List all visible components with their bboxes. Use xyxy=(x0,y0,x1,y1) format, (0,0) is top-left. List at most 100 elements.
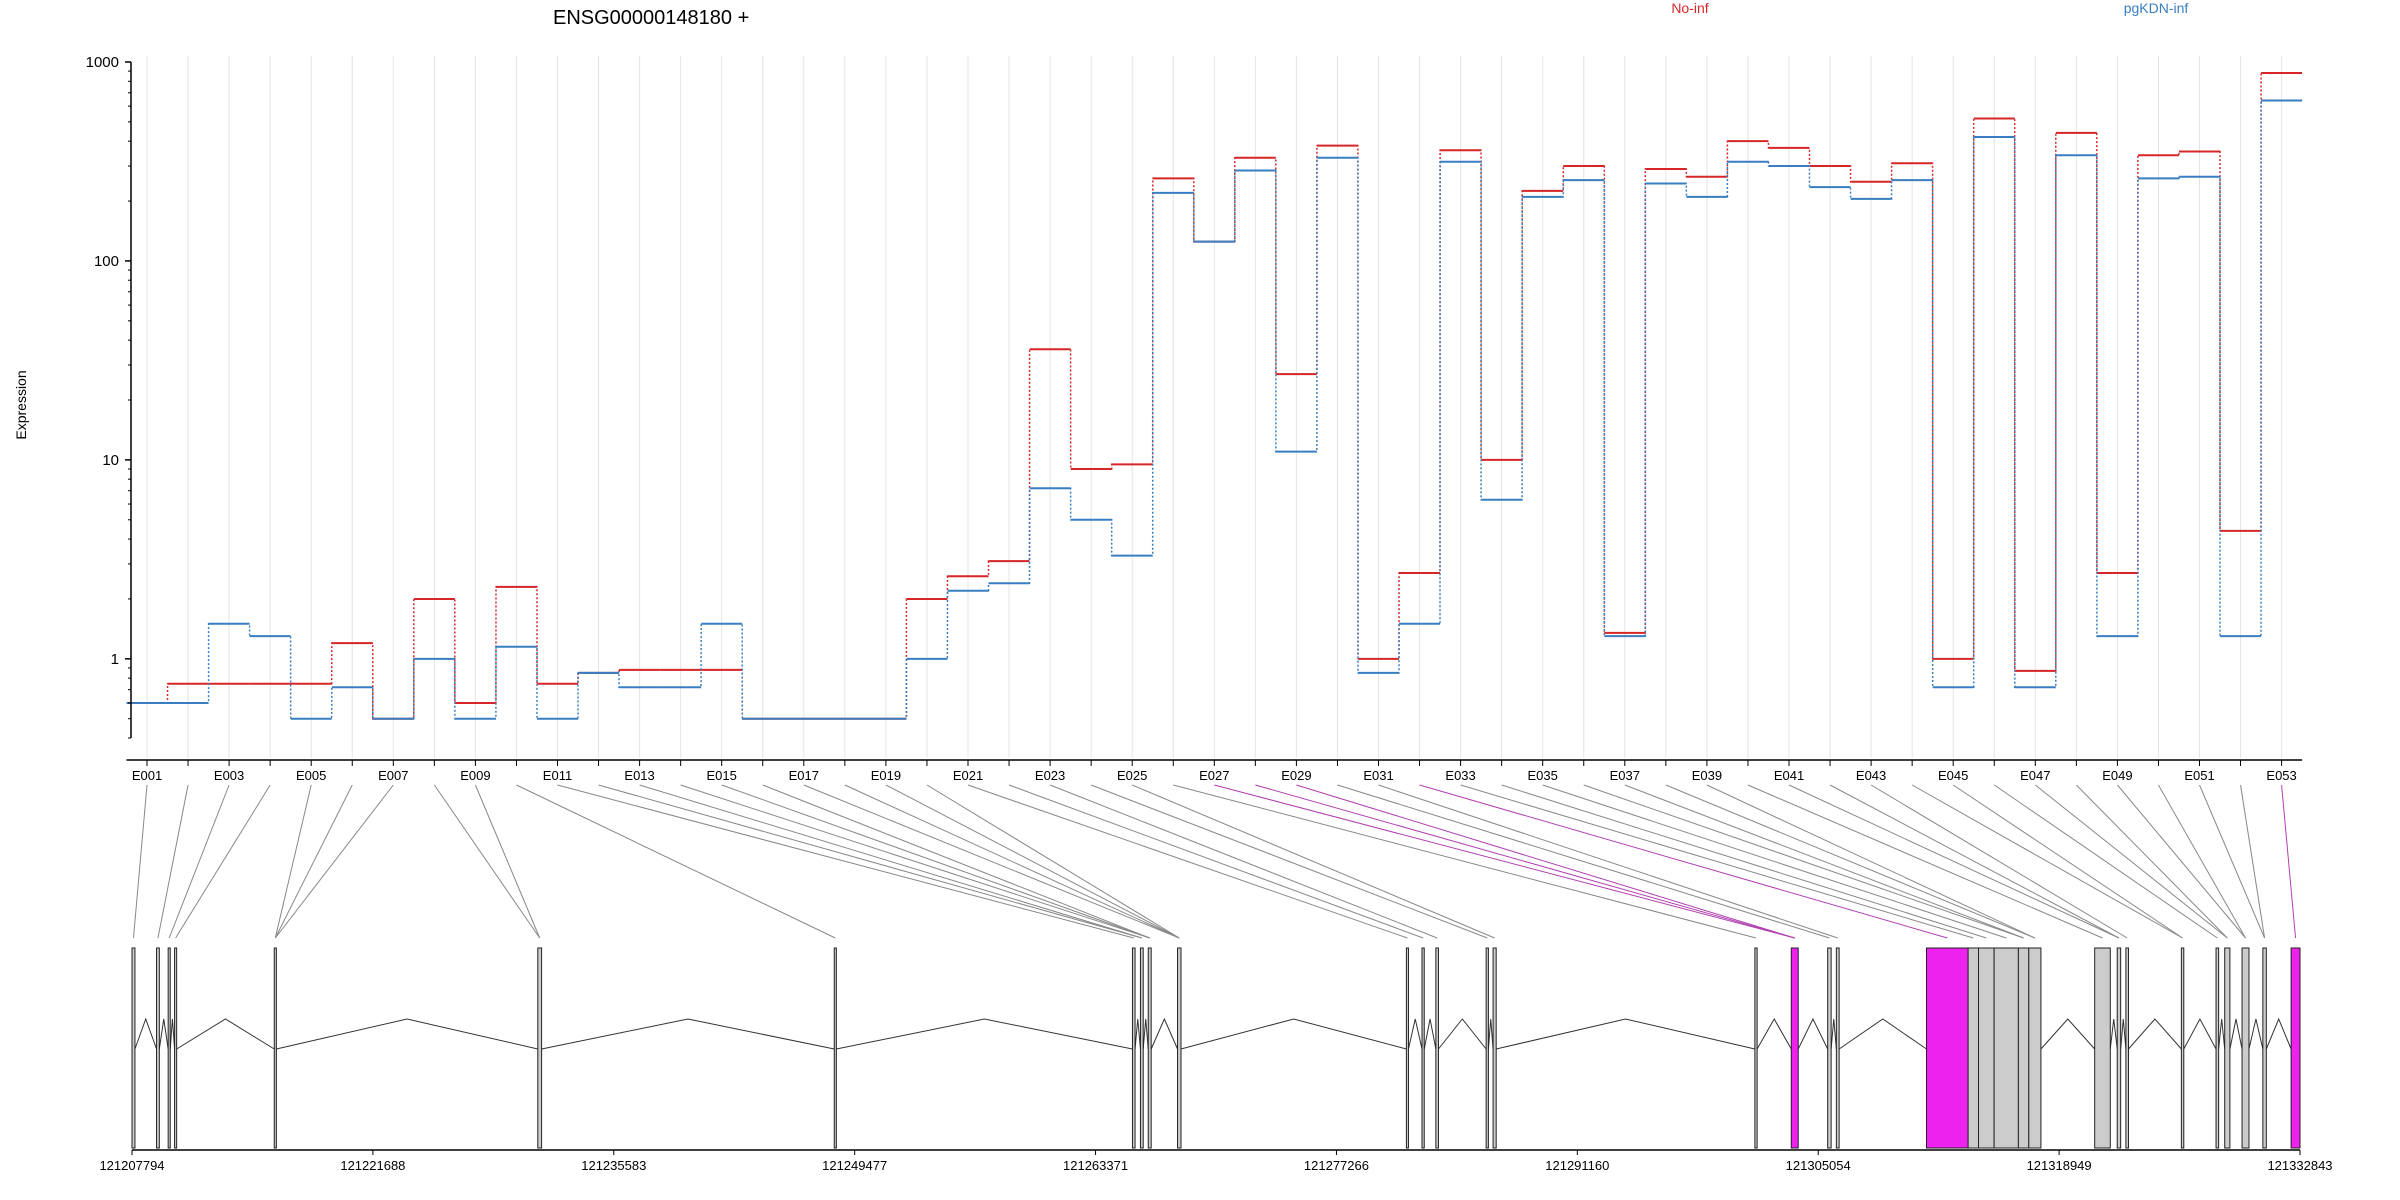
x-tick-label: E021 xyxy=(953,768,983,783)
gridlines xyxy=(146,56,2283,758)
exon-connector xyxy=(274,784,312,939)
intron-line xyxy=(134,1017,158,1050)
exon-connector xyxy=(1049,784,1438,939)
exon-block xyxy=(1405,947,1409,1149)
coordinate-tick-label: 121332843 xyxy=(2267,1158,2332,1173)
intron-line xyxy=(1838,1018,1927,1050)
intron-line xyxy=(2109,1018,2118,1050)
intron-line xyxy=(1134,1018,1141,1050)
chart-title: ENSG00000148180 + xyxy=(553,7,749,29)
series-pgkdn-inf xyxy=(126,99,2303,720)
exon-connector xyxy=(1665,784,2036,939)
exon-connector xyxy=(1090,784,1488,939)
exon-connector xyxy=(1419,784,1948,939)
x-tick-label: E025 xyxy=(1117,768,1147,783)
exon-connector xyxy=(1788,784,2120,939)
exon-block xyxy=(2028,947,2042,1149)
exon-block xyxy=(2215,947,2220,1149)
exon-block xyxy=(1147,947,1152,1149)
exon-block xyxy=(2116,947,2122,1149)
x-tick-label: E005 xyxy=(296,768,326,783)
exon-connector xyxy=(2281,784,2297,939)
intron-line xyxy=(2128,1018,2182,1050)
x-tick-label: E013 xyxy=(624,768,654,783)
exon-connector xyxy=(2034,784,2228,939)
intron-line xyxy=(1797,1017,1829,1050)
exon-connector xyxy=(157,784,189,939)
exon-connector xyxy=(1501,784,1987,939)
exon-connector xyxy=(2158,784,2246,939)
intron-line xyxy=(276,1018,538,1050)
exon-highlight xyxy=(1790,947,1799,1149)
exon-connector xyxy=(1337,784,1830,939)
exon-connector xyxy=(844,784,1180,939)
exon-connector xyxy=(168,784,230,939)
intron-line xyxy=(1407,1018,1423,1050)
exon-connector xyxy=(762,784,1150,939)
intron-line xyxy=(2120,1018,2127,1050)
exon-connector xyxy=(1214,784,1795,939)
intron-line xyxy=(1142,1018,1149,1050)
exon-connector xyxy=(2199,784,2266,939)
y-tick-label: 1000 xyxy=(86,54,119,71)
exon-connector xyxy=(274,784,394,939)
intron-line xyxy=(1180,1018,1407,1050)
exon-connector xyxy=(1911,784,2183,939)
exon-connector xyxy=(1952,784,2183,939)
intron-line xyxy=(2248,1018,2264,1050)
x-tick-label: E051 xyxy=(2184,768,2214,783)
intron-line xyxy=(2183,1017,2217,1050)
intron-line xyxy=(1487,1018,1494,1050)
exon-block xyxy=(1131,947,1136,1149)
exon-connector xyxy=(1173,784,1757,939)
x-tick-label: E037 xyxy=(1610,768,1640,783)
intron-line xyxy=(541,1018,835,1050)
exon-connector xyxy=(2075,784,2228,939)
exon-block xyxy=(1754,947,1758,1149)
exon-block xyxy=(2017,947,2030,1149)
exon-connector xyxy=(639,784,1142,939)
exon-highlight xyxy=(1926,947,1969,1149)
intron-line xyxy=(158,1018,169,1050)
exon-block xyxy=(1139,947,1144,1149)
exon-highlight xyxy=(2290,947,2301,1149)
exon-connector xyxy=(516,784,836,939)
exon-block xyxy=(833,947,837,1149)
exon-connector xyxy=(598,784,1142,939)
exon-connector xyxy=(474,784,541,939)
exon-block xyxy=(1993,947,2019,1149)
y-tick-label: 1 xyxy=(111,651,119,668)
exon-connector xyxy=(1132,784,1495,939)
exon-connector xyxy=(557,784,1134,939)
intron-line xyxy=(836,1018,1133,1050)
exon-block xyxy=(1421,947,1425,1149)
exon-connector xyxy=(175,784,271,939)
coordinate-tick-label: 121249477 xyxy=(822,1158,887,1173)
exon-connector xyxy=(967,784,1408,939)
x-tick-label: E003 xyxy=(214,768,244,783)
coordinate-tick-label: 121277266 xyxy=(1304,1158,1369,1173)
exon-connector xyxy=(1993,784,2218,939)
intron-line xyxy=(1756,1017,1792,1050)
x-tick-label: E031 xyxy=(1363,768,1393,783)
x-tick-label: E039 xyxy=(1692,768,1722,783)
exon-block xyxy=(1978,947,1995,1149)
exon-connector xyxy=(1008,784,1424,939)
exon-connector xyxy=(1296,784,1795,939)
exon-connector xyxy=(885,784,1180,939)
exon-block xyxy=(2262,947,2267,1149)
exon-connector xyxy=(1378,784,1838,939)
x-tick-label: E035 xyxy=(1528,768,1558,783)
exon-block xyxy=(1835,947,1840,1149)
exon-block xyxy=(131,947,136,1149)
exon-block xyxy=(1177,947,1182,1149)
exon-block xyxy=(273,947,277,1149)
exon-connector xyxy=(680,784,1150,939)
legend-entry-no-inf: No-inf xyxy=(1671,0,1708,16)
intron-line xyxy=(1423,1018,1437,1050)
exon-connector xyxy=(926,784,1180,939)
x-tick-label: E027 xyxy=(1199,768,1229,783)
x-tick-label: E041 xyxy=(1774,768,1804,783)
x-tick-label: E045 xyxy=(1938,768,1968,783)
exon-connector xyxy=(1460,784,1974,939)
